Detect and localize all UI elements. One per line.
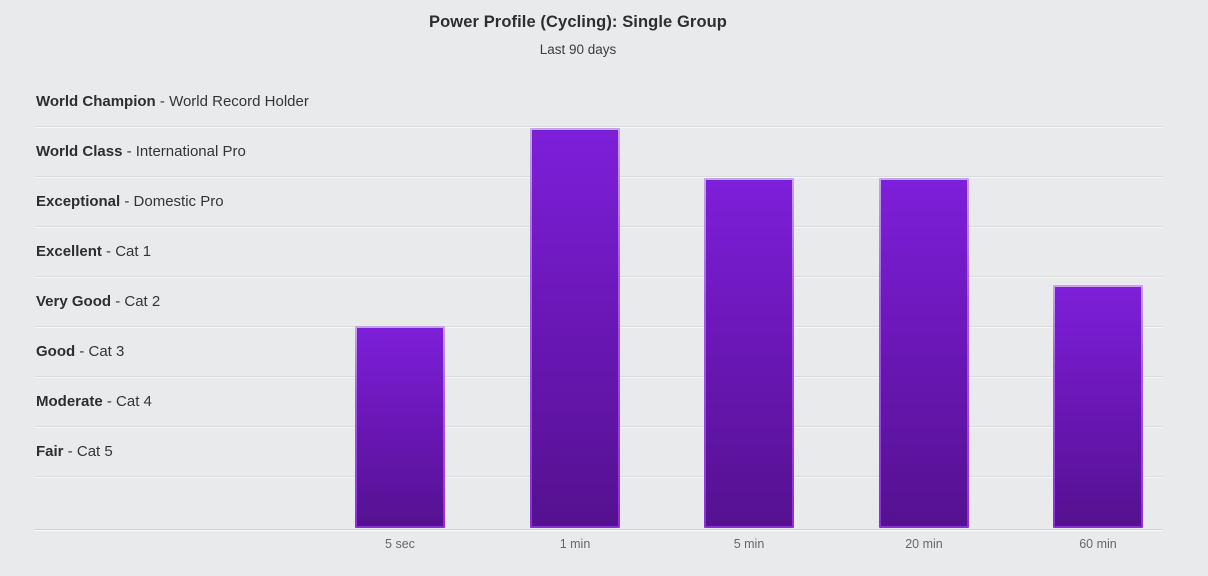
x-tick-label-20-min: 20 min <box>905 537 943 551</box>
y-band-label-fair: Fair - Cat 5 <box>36 426 113 476</box>
y-band-separator: - <box>120 192 134 210</box>
y-band-tier: World Class <box>36 142 123 160</box>
y-band-desc: Cat 1 <box>115 242 152 260</box>
y-band-label-excellent: Excellent - Cat 1 <box>36 226 151 276</box>
y-band-tier: Moderate <box>36 392 103 410</box>
bar-1-min[interactable] <box>530 128 620 528</box>
x-axis-line <box>35 529 1163 530</box>
y-band-label-world-class: World Class - International Pro <box>36 126 246 176</box>
y-band-desc: Cat 4 <box>116 392 152 410</box>
bar-5-sec[interactable] <box>355 326 445 528</box>
bar-5-sec-fill <box>357 328 443 526</box>
y-band-separator: - <box>101 242 116 260</box>
y-band-separator: - <box>75 342 89 360</box>
y-band-tier: Excellent <box>36 242 102 260</box>
y-band-separator: - <box>111 292 125 310</box>
y-band-label-very-good: Very Good - Cat 2 <box>36 276 160 326</box>
y-band-tier: Fair <box>36 442 64 460</box>
y-band-label-good: Good - Cat 3 <box>36 326 124 376</box>
y-band-tier: Very Good <box>36 292 112 310</box>
y-band-desc: World Record Holder <box>169 92 309 110</box>
bar-5-min-fill <box>706 180 792 526</box>
y-band-label-world-champion: World Champion - World Record Holder <box>36 76 309 126</box>
x-tick-label-60-min: 60 min <box>1079 537 1117 551</box>
gridline <box>35 126 1163 127</box>
y-band-desc: Cat 2 <box>124 292 161 310</box>
y-band-tier: Good <box>36 342 76 360</box>
y-band-separator: - <box>63 442 77 460</box>
y-band-desc: International Pro <box>135 142 246 160</box>
chart-subtitle: Last 90 days <box>539 42 617 57</box>
bar-1-min-fill <box>532 130 618 526</box>
y-band-desc: Cat 3 <box>88 342 125 360</box>
bar-5-min[interactable] <box>704 178 794 528</box>
y-band-tier: Exceptional <box>36 192 121 210</box>
x-tick-label-5-min: 5 min <box>733 537 765 551</box>
y-band-separator: - <box>155 92 170 110</box>
bar-60-min-fill <box>1055 287 1141 526</box>
x-tick-label-5-sec: 5 sec <box>385 537 415 551</box>
x-tick-label-1-min: 1 min <box>559 537 591 551</box>
y-band-desc: Cat 5 <box>76 442 113 460</box>
y-band-tier: World Champion <box>36 92 156 110</box>
bar-20-min[interactable] <box>879 178 969 528</box>
y-band-label-exceptional: Exceptional - Domestic Pro <box>36 176 224 226</box>
y-band-label-moderate: Moderate - Cat 4 <box>36 376 152 426</box>
y-band-separator: - <box>102 392 117 410</box>
bar-20-min-fill <box>881 180 967 526</box>
bar-60-min[interactable] <box>1053 285 1143 528</box>
chart-title: Power Profile (Cycling): Single Group <box>429 13 727 31</box>
y-band-desc: Domestic Pro <box>133 192 224 210</box>
y-band-separator: - <box>122 142 136 160</box>
